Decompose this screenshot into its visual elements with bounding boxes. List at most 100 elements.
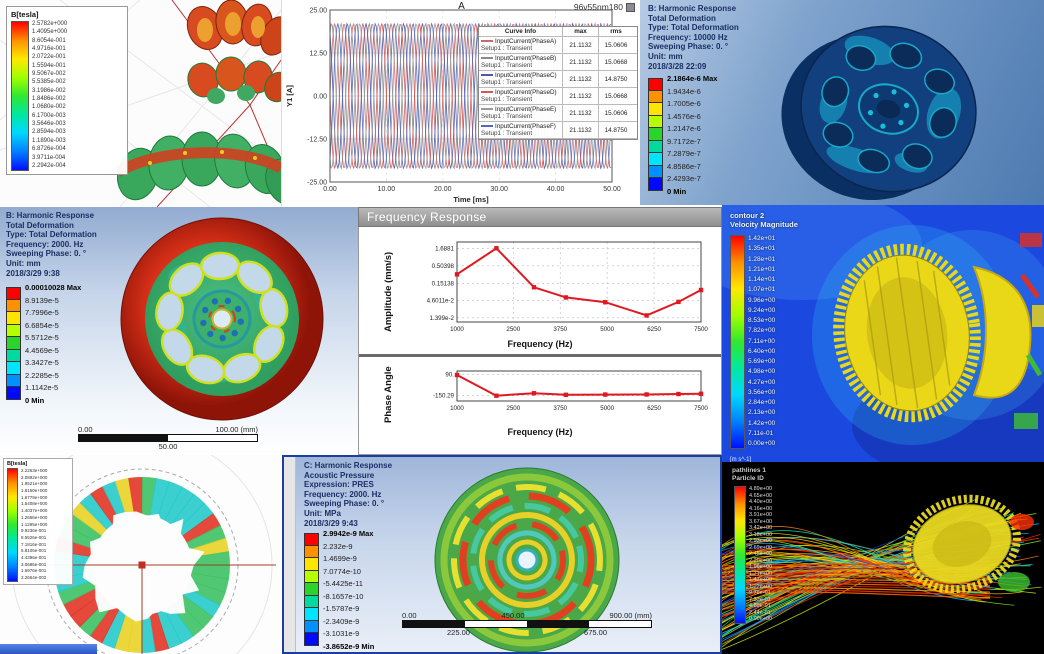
series-name: InputCurrent(PhaseD) [495, 89, 557, 96]
curve-legend-table: Curve Info max rms InputCurrent(PhaseA) … [478, 26, 638, 140]
rotor-render [8, 455, 276, 654]
svg-text:1.6881: 1.6881 [435, 245, 454, 252]
series-dash-icon [481, 74, 493, 77]
series-setup: Setup1 : Transient [481, 79, 533, 86]
legend-value: 1.1890e-003 [32, 137, 66, 144]
legend-value: 4.98e+00 [748, 368, 776, 376]
col-curve-info: Curve Info [479, 27, 563, 36]
svg-text:6250: 6250 [647, 326, 661, 333]
pathlines-legend-title: pathlines 1 Particle ID [732, 467, 766, 483]
svg-text:7500: 7500 [694, 326, 708, 333]
model-icon[interactable] [626, 2, 635, 12]
svg-text:Y1 [A]: Y1 [A] [285, 85, 294, 107]
svg-text:1000: 1000 [450, 326, 464, 333]
wheel-render-red [120, 217, 324, 421]
legend-row: 0.00010028 Max [6, 283, 81, 300]
legend-row: -3.8652e-9 Min [304, 642, 374, 653]
legend-value: 0.00e+00 [749, 616, 773, 622]
legend-swatch [304, 620, 319, 633]
legend-value: 1.35e+01 [748, 245, 776, 253]
legend-swatch [304, 545, 319, 558]
curve-legend-row: InputCurrent(PhaseA) Setup1 : Transient … [479, 37, 637, 54]
series-max: 21.1132 [563, 71, 599, 87]
svg-text:4.6011e-2: 4.6011e-2 [427, 298, 455, 305]
legend-value: 5.5385e-002 [32, 79, 66, 86]
result-info-text: B: Harmonic Response Total Deformation T… [6, 211, 97, 278]
legend-value: 6.6854e-5 [25, 320, 59, 330]
legend-value: 1.07e+01 [748, 286, 776, 294]
phase-xlabel: Frequency (Hz) [507, 427, 573, 437]
legend-value: 1.42e+00 [748, 419, 776, 427]
legend-row: 0 Min [6, 396, 81, 413]
curve-legend-row: InputCurrent(PhaseC) Setup1 : Transient … [479, 71, 637, 88]
panel-pathlines: pathlines 1 Particle ID 4.89e+00 4.65e+00… [722, 462, 1044, 654]
phase-chart: 90. -150.29 1000 2500 3750 5000 6250 7500 [433, 370, 708, 412]
legend-value: 5.8106e-001 [21, 548, 47, 554]
legend-row: 7.2879e-7 [648, 149, 717, 166]
legend-swatch [648, 140, 663, 153]
legend-value: 7.11e-01 [748, 429, 774, 437]
legend-value: 2.13e+00 [748, 409, 776, 417]
legend-swatch [6, 324, 21, 337]
legend-row: 6.6854e-5 [6, 321, 81, 337]
legend-value: -8.1657e-10 [323, 591, 364, 601]
legend-value: 9.5067e-002 [32, 71, 66, 78]
svg-text:3750: 3750 [553, 326, 567, 333]
legend-value: 8.9139e-5 [25, 295, 59, 305]
series-rms: 15.0668 [604, 58, 628, 66]
legend-value: 3.5646e-003 [32, 121, 66, 128]
legend-value: 1.4576e-6 [667, 111, 701, 121]
legend-swatch [648, 128, 663, 141]
legend-value: 3.42e+00 [749, 525, 773, 531]
panel-acoustic-pressure: C: Harmonic Response Acoustic Pressure E… [282, 455, 722, 654]
legend-value: 7.0774e-10 [323, 566, 361, 576]
pathlines-colorbar-legend: 4.89e+00 4.65e+00 4.40e+00 4.16e+00 3.91e+00… [734, 486, 772, 624]
frequency-response-window: Frequency Response Amplitude (mm/s) 1.68… [358, 207, 722, 458]
legend-value: 2.93e+00 [749, 538, 773, 544]
legend-value: 1.47e+00 [749, 577, 773, 583]
legend-value: 9.78e-01 [749, 590, 771, 596]
svg-text:90.: 90. [445, 372, 454, 379]
legend-swatch [304, 595, 319, 608]
series-dash-icon [481, 108, 493, 111]
legend-value: 2.8594e-003 [32, 129, 66, 136]
legend-row: 1.7005e-6 [648, 99, 717, 116]
legend-row: 1.4576e-6 [648, 112, 717, 128]
pathlines-title: pathlines 1 [732, 467, 766, 474]
pane-splitter[interactable] [359, 354, 721, 357]
legend-swatch [648, 78, 663, 91]
series-dash-icon [481, 57, 493, 60]
legend-value: 1.2666e+000 [21, 514, 48, 520]
curve-legend-row: InputCurrent(PhaseB) Setup1 : Transient … [479, 54, 637, 71]
legend-swatch [6, 362, 21, 375]
legend-value: 6.8726e-004 [32, 146, 66, 153]
svg-text:12.50: 12.50 [309, 51, 327, 58]
colorbar [7, 468, 18, 582]
series-max: 21.1132 [563, 105, 599, 121]
legend-row: 7.7996e-5 [6, 308, 81, 325]
legend-swatch [6, 349, 21, 362]
ruler-225: 225.00 [447, 628, 470, 637]
plot-corner: 96v55nm180 [574, 2, 635, 12]
panel-harmonic-2000hz: B: Harmonic Response Total Deformation T… [0, 207, 358, 455]
legend-value: 1.6779e+000 [21, 494, 48, 500]
legend-value: -2.3409e-9 [323, 616, 360, 626]
legend-row: -3.1031e-9 [304, 629, 374, 646]
legend-value: 1.2147e-6 [667, 124, 701, 133]
legend-value: 4.8586e-7 [667, 161, 701, 171]
btesla-legend: B[tesla] 2.5782e+000 1.4095e+000 8.6054e-0… [6, 6, 128, 175]
series-max: 21.1132 [563, 88, 599, 104]
legend-row: 4.8586e-7 [648, 162, 717, 178]
legend-value: 2.44e-01 [749, 609, 771, 616]
legend-value: 1.96e+00 [749, 564, 773, 570]
legend-value: 4.89e-01 [749, 603, 771, 609]
window-titlebar[interactable]: Frequency Response [358, 207, 722, 227]
legend-value: 3.0686e-001 [21, 561, 47, 567]
svg-text:1000: 1000 [450, 405, 464, 412]
series-name: InputCurrent(PhaseF) [495, 123, 556, 130]
svg-text:-12.50: -12.50 [307, 137, 327, 144]
legend-value: 7.1816e-001 [21, 541, 47, 547]
cfd-unit: [m s^-1] [730, 457, 752, 462]
cfd-subtitle: Velocity Magnitude [730, 220, 798, 229]
legend-title: B[tesla] [7, 461, 28, 467]
